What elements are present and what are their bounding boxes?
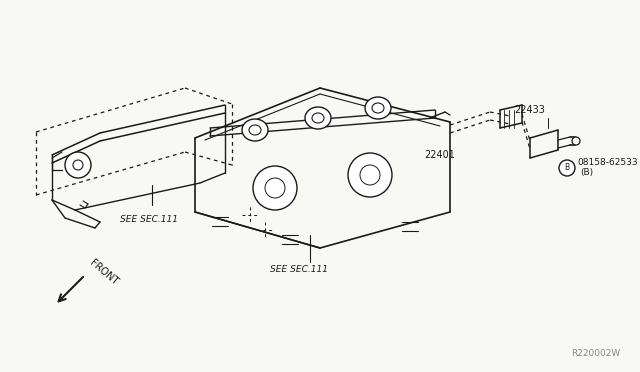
Text: R220002W: R220002W (571, 349, 620, 358)
Ellipse shape (305, 107, 331, 129)
Text: 08158-62533: 08158-62533 (577, 158, 637, 167)
Ellipse shape (242, 119, 268, 141)
Circle shape (559, 160, 575, 176)
Circle shape (348, 153, 392, 197)
Circle shape (572, 137, 580, 145)
Text: 22433: 22433 (515, 105, 545, 115)
Text: 22401: 22401 (424, 150, 456, 160)
Text: SEE SEC.111: SEE SEC.111 (120, 215, 178, 224)
Ellipse shape (312, 113, 324, 123)
Circle shape (253, 166, 297, 210)
Text: B: B (564, 164, 570, 173)
Text: SEE SEC.111: SEE SEC.111 (270, 265, 328, 274)
Circle shape (265, 178, 285, 198)
Circle shape (65, 152, 91, 178)
Ellipse shape (372, 103, 384, 113)
Text: FRONT: FRONT (88, 257, 120, 286)
Circle shape (360, 165, 380, 185)
Circle shape (73, 160, 83, 170)
Ellipse shape (365, 97, 391, 119)
Ellipse shape (249, 125, 261, 135)
Text: (B): (B) (580, 168, 593, 177)
